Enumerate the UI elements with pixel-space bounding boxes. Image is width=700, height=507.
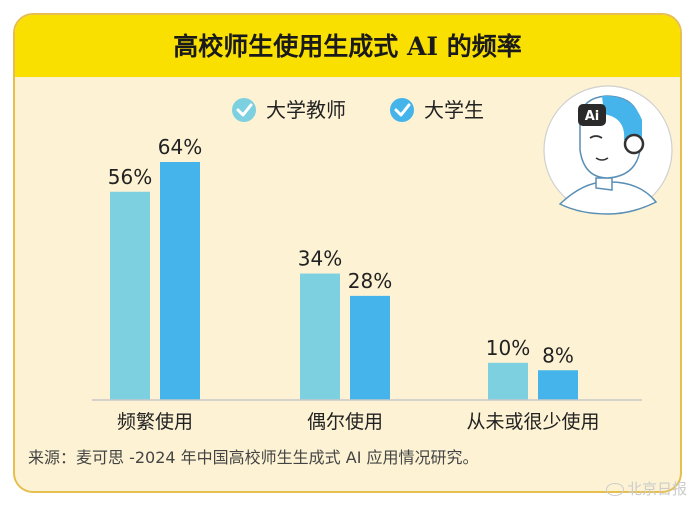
- legend-label-1: 大学生: [424, 98, 484, 122]
- robot-mouth: [595, 157, 609, 161]
- legend-label-0: 大学教师: [266, 98, 346, 122]
- category-label-1: 偶尔使用: [307, 411, 383, 433]
- legend-check-icon-1: [390, 98, 414, 122]
- bar-student-1: [350, 295, 390, 400]
- data-label-teacher-0: 56%: [108, 165, 152, 189]
- bar-student-2: [538, 370, 578, 400]
- data-label-student-0: 64%: [158, 135, 202, 159]
- chart-title: 高校师生使用生成式 AI 的频率: [173, 32, 522, 61]
- bar-student-0: [160, 162, 200, 400]
- weibo-icon: [606, 483, 624, 496]
- legend: 大学教师 大学生: [232, 98, 484, 122]
- data-label-student-1: 28%: [348, 269, 392, 293]
- data-label-teacher-2: 10%: [486, 336, 530, 360]
- watermark-text: 北京日报: [627, 480, 688, 498]
- robot-headphone: [623, 133, 645, 155]
- legend-check-icon-0: [232, 98, 256, 122]
- data-label-teacher-1: 34%: [298, 247, 342, 271]
- robot-neck: [595, 177, 613, 191]
- title-bar: 高校师生使用生成式 AI 的频率: [15, 15, 680, 77]
- labels-group: 56%64% 频繁使用 34%28% 偶尔使用 10% 8% 从未或很少使用: [108, 135, 600, 433]
- data-label-student-2: 8%: [542, 343, 574, 367]
- robot-badge: [578, 104, 606, 126]
- bars-group: [110, 162, 578, 400]
- robot-badge-text: Ai: [585, 109, 600, 124]
- bar-teacher-2: [488, 362, 528, 400]
- bar-teacher-0: [110, 191, 150, 400]
- legend-checkmark-1: [394, 103, 411, 117]
- legend-checkmark-0: [236, 103, 253, 117]
- bar-teacher-1: [300, 273, 340, 400]
- watermark: 北京日报: [606, 478, 687, 499]
- category-label-2: 从未或很少使用: [466, 411, 599, 433]
- source-note: 来源：麦可思 -2024 年中国高校师生生成式 AI 应用情况研究。: [28, 448, 479, 467]
- category-label-0: 频繁使用: [117, 411, 193, 433]
- robot-eye: [589, 135, 603, 139]
- robot-illustration: Ai: [543, 85, 673, 215]
